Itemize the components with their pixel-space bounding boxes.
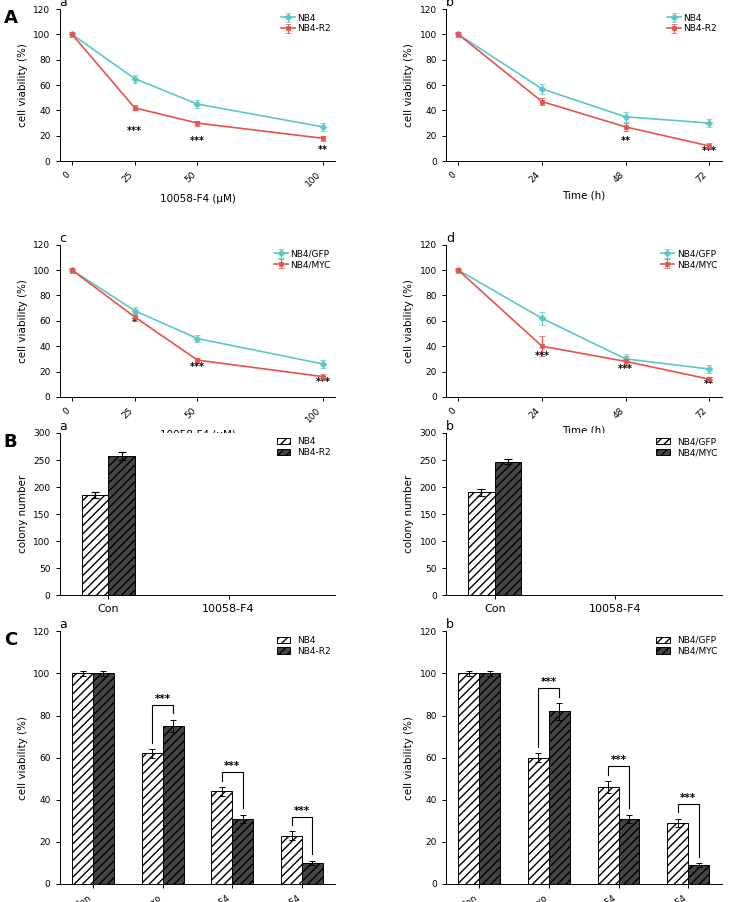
Bar [495, 462, 522, 595]
Legend: NB4/GFP, NB4/MYC: NB4/GFP, NB4/MYC [656, 437, 717, 457]
Text: ***: *** [541, 677, 557, 687]
Bar [93, 674, 114, 884]
Text: b: b [446, 619, 454, 631]
Bar [688, 865, 709, 884]
Bar [458, 674, 479, 884]
Legend: NB4, NB4-R2: NB4, NB4-R2 [667, 14, 717, 33]
Legend: NB4, NB4-R2: NB4, NB4-R2 [277, 636, 331, 656]
Text: **: ** [704, 379, 714, 390]
Y-axis label: cell viability (%): cell viability (%) [404, 279, 414, 363]
Text: a: a [60, 0, 67, 9]
Text: ***: *** [315, 377, 330, 387]
Text: ***: *** [534, 352, 549, 362]
Bar [667, 823, 688, 884]
Bar [281, 835, 302, 884]
Text: ***: *** [155, 694, 170, 704]
Bar [232, 819, 253, 884]
X-axis label: 10058-F4 (μM): 10058-F4 (μM) [159, 194, 235, 204]
Y-axis label: colony number: colony number [404, 475, 414, 553]
Text: ***: *** [190, 362, 205, 372]
Y-axis label: colony number: colony number [18, 475, 28, 553]
Bar [163, 726, 184, 884]
Text: ***: *** [611, 755, 626, 765]
Y-axis label: cell viability (%): cell viability (%) [18, 43, 28, 127]
X-axis label: Time (h): Time (h) [562, 190, 606, 200]
Legend: NB4/GFP, NB4/MYC: NB4/GFP, NB4/MYC [275, 249, 331, 269]
Text: C: C [4, 631, 17, 649]
Bar [72, 674, 93, 884]
Text: ***: *** [190, 136, 205, 146]
Bar [302, 863, 323, 884]
Y-axis label: cell viability (%): cell viability (%) [404, 43, 414, 127]
Text: ***: *** [680, 793, 696, 803]
Text: b: b [446, 0, 454, 9]
Text: **: ** [620, 136, 630, 146]
Text: ***: *** [294, 805, 310, 815]
Text: a: a [60, 619, 67, 631]
Text: ***: *** [127, 125, 142, 136]
Bar [597, 787, 618, 884]
Text: b: b [446, 420, 454, 433]
Legend: NB4/GFP, NB4/MYC: NB4/GFP, NB4/MYC [656, 636, 717, 656]
X-axis label: Time (h): Time (h) [562, 426, 606, 436]
Bar [479, 674, 500, 884]
X-axis label: 10058-F4 (μM): 10058-F4 (μM) [159, 430, 235, 440]
Legend: NB4, NB4-R2: NB4, NB4-R2 [281, 14, 331, 33]
Text: B: B [4, 433, 17, 451]
Bar [528, 758, 549, 884]
Text: d: d [446, 232, 454, 244]
Text: ***: *** [702, 146, 716, 156]
Bar [549, 712, 570, 884]
Text: ***: *** [224, 761, 240, 771]
Bar [82, 495, 109, 595]
Text: *: * [132, 318, 137, 327]
Y-axis label: cell viability (%): cell viability (%) [18, 279, 28, 363]
Bar [142, 753, 163, 884]
Y-axis label: cell viability (%): cell viability (%) [18, 716, 28, 799]
Y-axis label: cell viability (%): cell viability (%) [404, 716, 414, 799]
Text: c: c [60, 232, 66, 244]
Legend: NB4, NB4-R2: NB4, NB4-R2 [277, 437, 331, 457]
Bar [109, 456, 135, 595]
Text: A: A [4, 9, 18, 27]
Text: a: a [60, 420, 67, 433]
Bar [618, 819, 639, 884]
Legend: NB4/GFP, NB4/MYC: NB4/GFP, NB4/MYC [661, 249, 717, 269]
Text: ***: *** [618, 364, 633, 374]
Text: **: ** [318, 145, 328, 155]
Bar [468, 492, 495, 595]
Bar [211, 791, 232, 884]
